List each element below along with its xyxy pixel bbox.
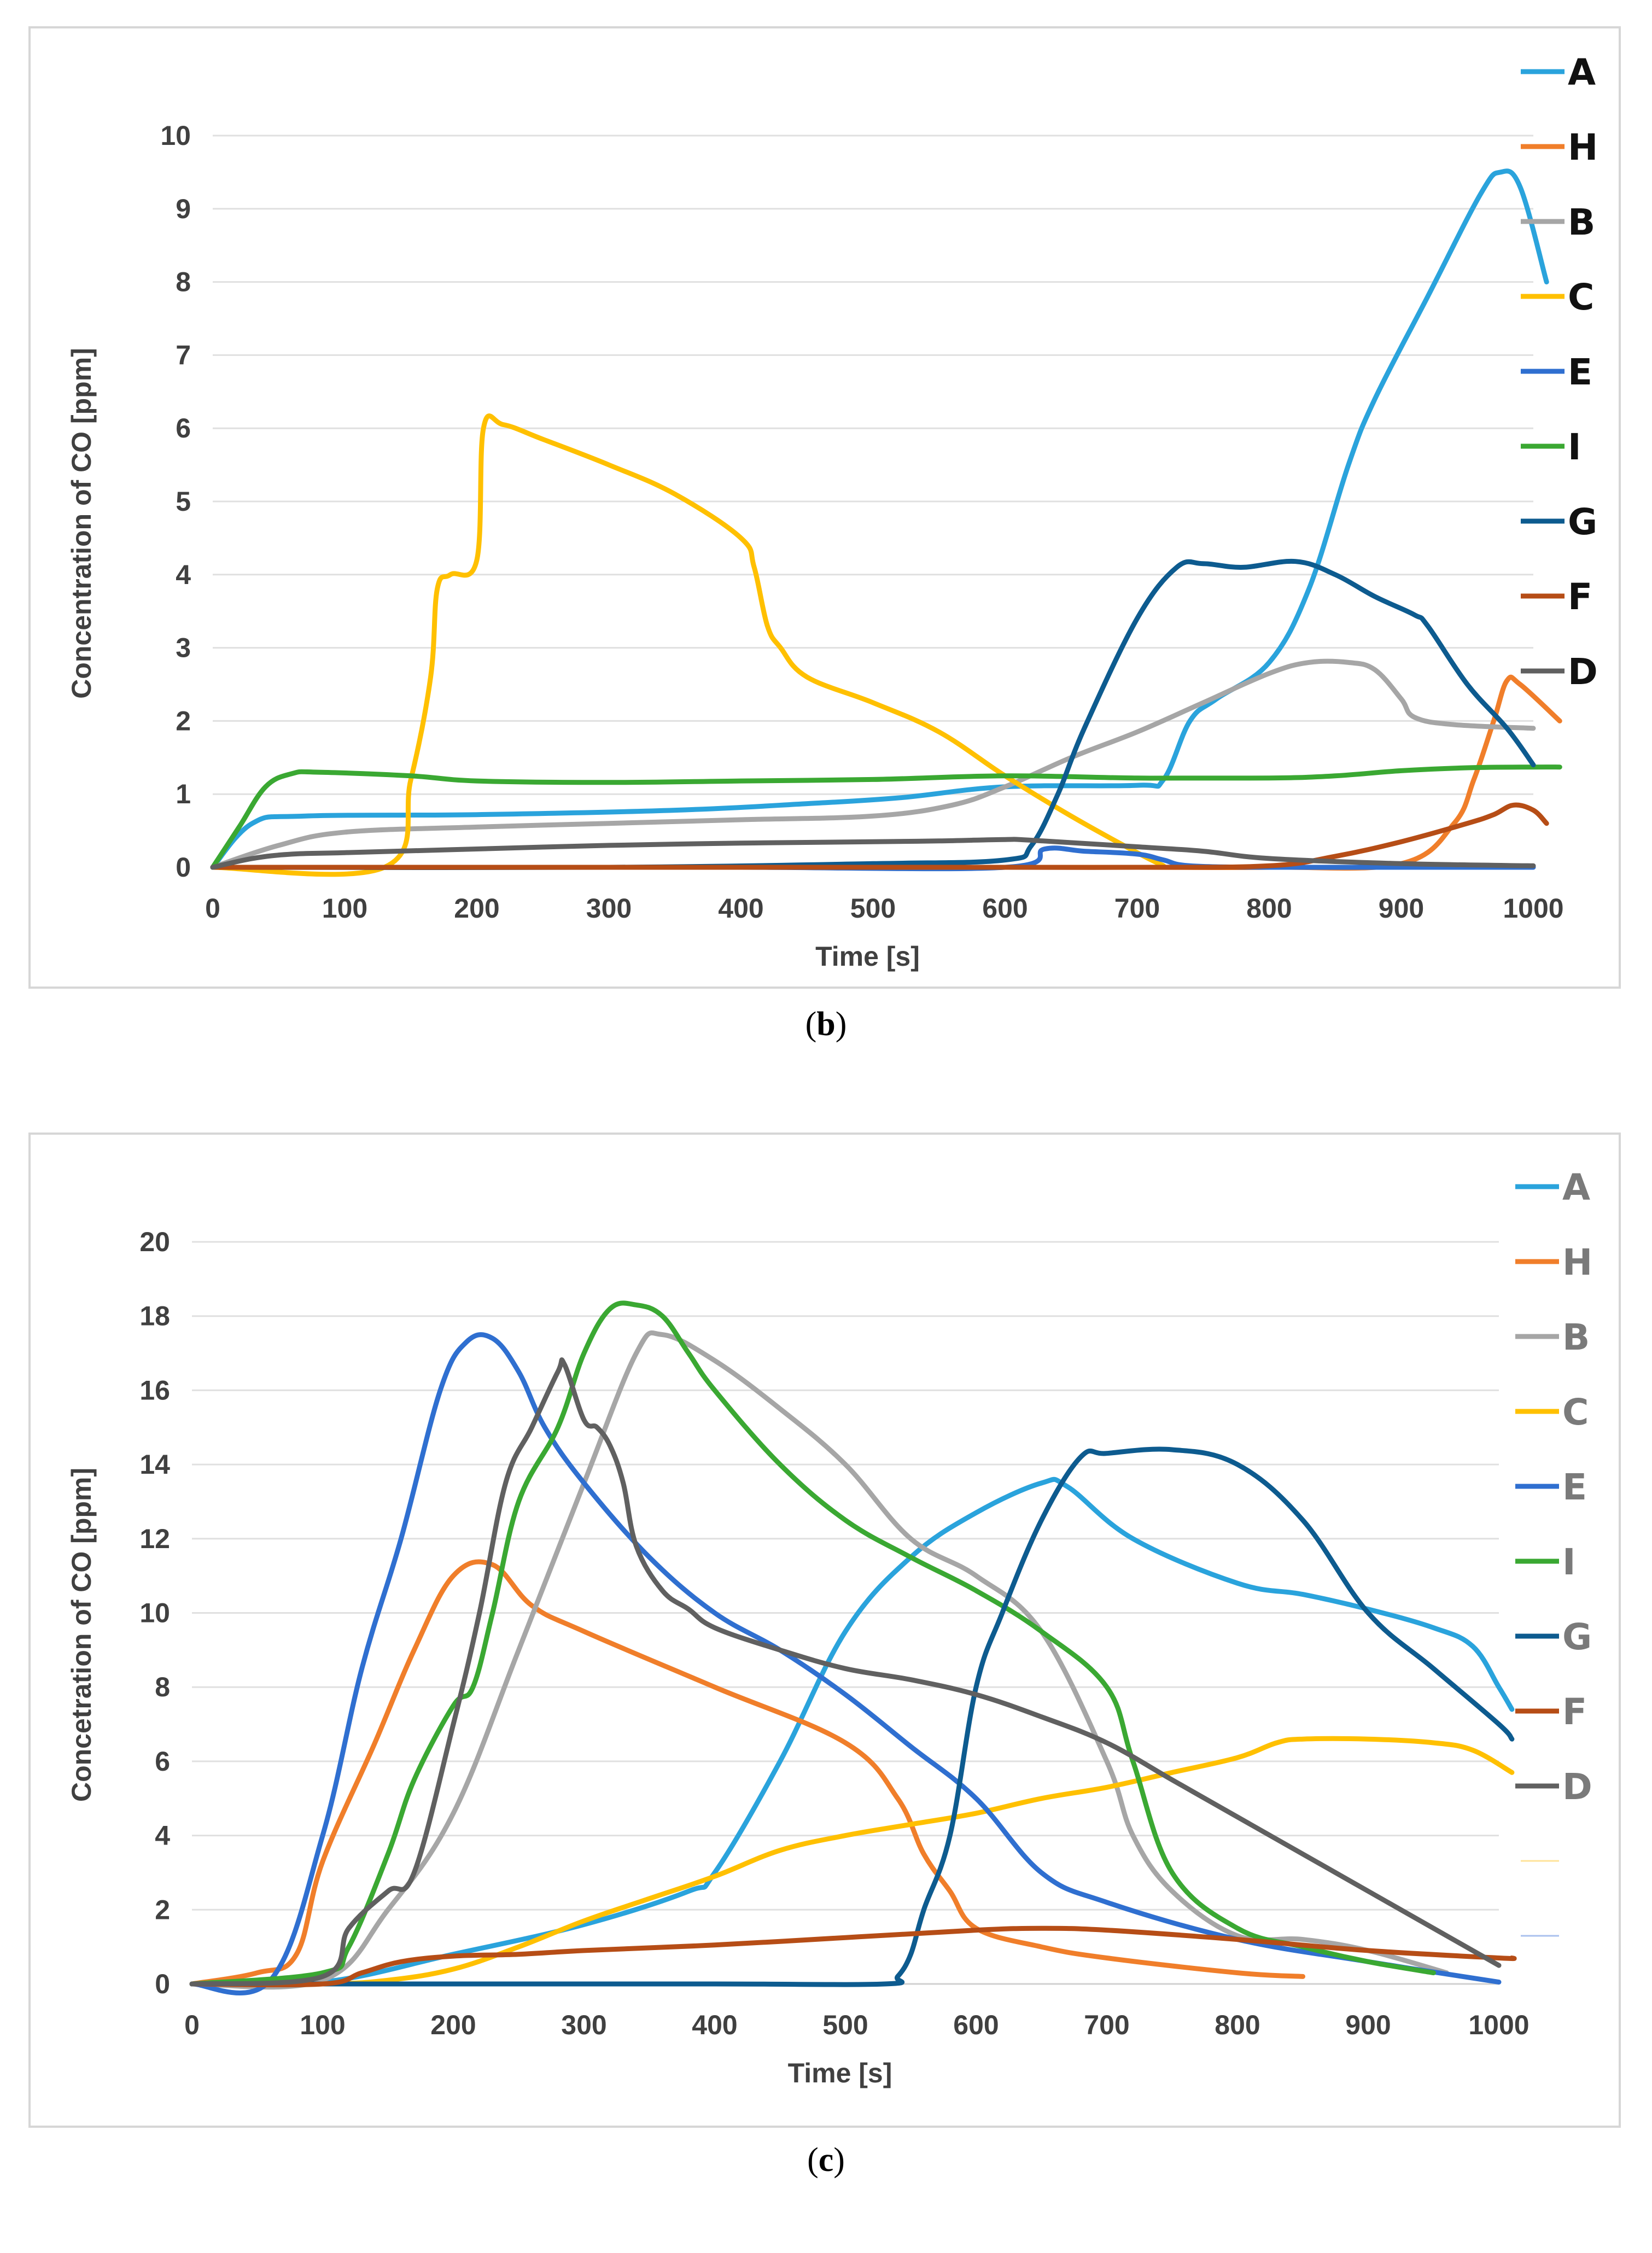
y-tick-label: 5 (176, 486, 191, 517)
series-line-D (189, 1357, 1502, 1987)
legend-label-G: G (1568, 501, 1597, 543)
legend-label-F: F (1562, 1691, 1587, 1733)
x-tick-label: 500 (822, 2010, 868, 2040)
series-line-E (189, 1332, 1502, 1996)
x-tick-label: 300 (561, 2010, 606, 2040)
y-tick-label: 1 (176, 779, 191, 809)
x-tick-label: 1000 (1468, 2010, 1529, 2040)
x-axis-title: Time [s] (815, 941, 920, 972)
caption-c: (c) (0, 2141, 1652, 2180)
x-tick-label: 100 (300, 2010, 345, 2040)
series-line-F (189, 1925, 1517, 1988)
legend-label-E: E (1562, 1466, 1587, 1508)
series-line-A (210, 168, 1549, 870)
y-tick-label: 20 (139, 1227, 170, 1257)
y-tick-label: 9 (176, 194, 191, 224)
x-tick-label: 400 (692, 2010, 737, 2040)
x-tick-label: 600 (982, 893, 1028, 924)
x-tick-label: 900 (1345, 2010, 1391, 2040)
legend-label-D: D (1568, 651, 1598, 693)
legend-label-C: C (1568, 276, 1594, 318)
legend-label-I: I (1568, 426, 1581, 468)
series-line-D (210, 837, 1536, 870)
legend-label-C: C (1562, 1391, 1589, 1433)
legend-label-H: H (1562, 1241, 1592, 1283)
y-tick-label: 4 (155, 1820, 170, 1851)
x-tick-label: 800 (1215, 2010, 1260, 2040)
legend-label-B: B (1562, 1316, 1590, 1358)
series-line-G (210, 558, 1536, 871)
legend-label-H: H (1568, 126, 1598, 168)
x-tick-label: 1000 (1503, 893, 1563, 924)
y-tick-label: 10 (139, 1598, 170, 1629)
series-line-I (189, 1300, 1436, 1987)
y-tick-label: 3 (176, 633, 191, 663)
legend-label-D: D (1562, 1766, 1592, 1808)
x-tick-label: 200 (454, 893, 499, 924)
series-line-I (210, 764, 1562, 870)
y-tick-label: 8 (176, 267, 191, 297)
x-tick-label: 600 (953, 2010, 999, 2040)
legend-label-I: I (1562, 1541, 1576, 1583)
caption-b: (b) (0, 1005, 1652, 1044)
y-tick-label: 18 (139, 1301, 170, 1332)
series-line-C (210, 413, 1166, 877)
x-tick-label: 800 (1246, 893, 1292, 924)
x-tick-label: 0 (205, 893, 220, 924)
series-line-F (210, 802, 1549, 870)
caption-b-open: ( (805, 1006, 817, 1043)
x-tick-label: 500 (850, 893, 896, 924)
x-tick-label: 400 (718, 893, 763, 924)
legend-label-G: G (1562, 1616, 1592, 1658)
legend-label-F: F (1568, 576, 1592, 618)
series-line-C (189, 1736, 1515, 1987)
y-tick-label: 0 (155, 1969, 170, 1999)
y-tick-label: 14 (139, 1449, 170, 1480)
y-tick-label: 4 (176, 559, 191, 590)
y-tick-label: 2 (176, 705, 191, 736)
x-tick-label: 300 (586, 893, 632, 924)
legend-label-A: A (1568, 51, 1596, 94)
x-tick-label: 0 (184, 2010, 200, 2040)
caption-b-letter: b (816, 1006, 836, 1043)
x-axis-title: Time [s] (788, 2058, 892, 2088)
y-tick-label: 7 (176, 340, 191, 370)
caption-c-close: ) (833, 2141, 845, 2179)
caption-c-letter: c (818, 2141, 834, 2179)
caption-c-open: ( (807, 2141, 819, 2179)
x-tick-label: 700 (1114, 893, 1160, 924)
y-tick-label: 6 (155, 1746, 170, 1777)
legend-label-E: E (1568, 351, 1592, 393)
series-line-B (189, 1330, 1449, 1990)
y-tick-label: 0 (176, 852, 191, 883)
chart-panel-b: 0 1 2 3 4 5 6 7 8 9 10 0 100 200 300 400 500 600 700 800 900… (28, 26, 1621, 989)
series-line-H (189, 1559, 1305, 1987)
chart-panel-c: 0 2 4 6 8 10 12 14 16 18 20 0 100 200 300 400 500 600 700 8… (28, 1133, 1621, 2128)
x-tick-label: 900 (1379, 893, 1424, 924)
y-axis-title: Concetration of CO [ppm] (66, 1468, 97, 1802)
series-line-B (210, 658, 1536, 870)
y-tick-label: 2 (155, 1894, 170, 1925)
y-tick-label: 10 (160, 120, 191, 151)
series-line-G (189, 1446, 1515, 1987)
y-axis-title: Concentration of CO [ppm] (66, 348, 97, 699)
caption-b-close: ) (835, 1006, 847, 1043)
y-tick-label: 12 (139, 1524, 170, 1554)
legend-label-B: B (1568, 201, 1595, 243)
y-tick-label: 6 (176, 413, 191, 443)
x-tick-label: 200 (430, 2010, 476, 2040)
y-tick-label: 16 (139, 1375, 170, 1405)
x-tick-label: 700 (1084, 2010, 1129, 2040)
x-tick-label: 100 (322, 893, 367, 924)
legend-label-A: A (1562, 1166, 1590, 1209)
y-tick-label: 8 (155, 1672, 170, 1702)
